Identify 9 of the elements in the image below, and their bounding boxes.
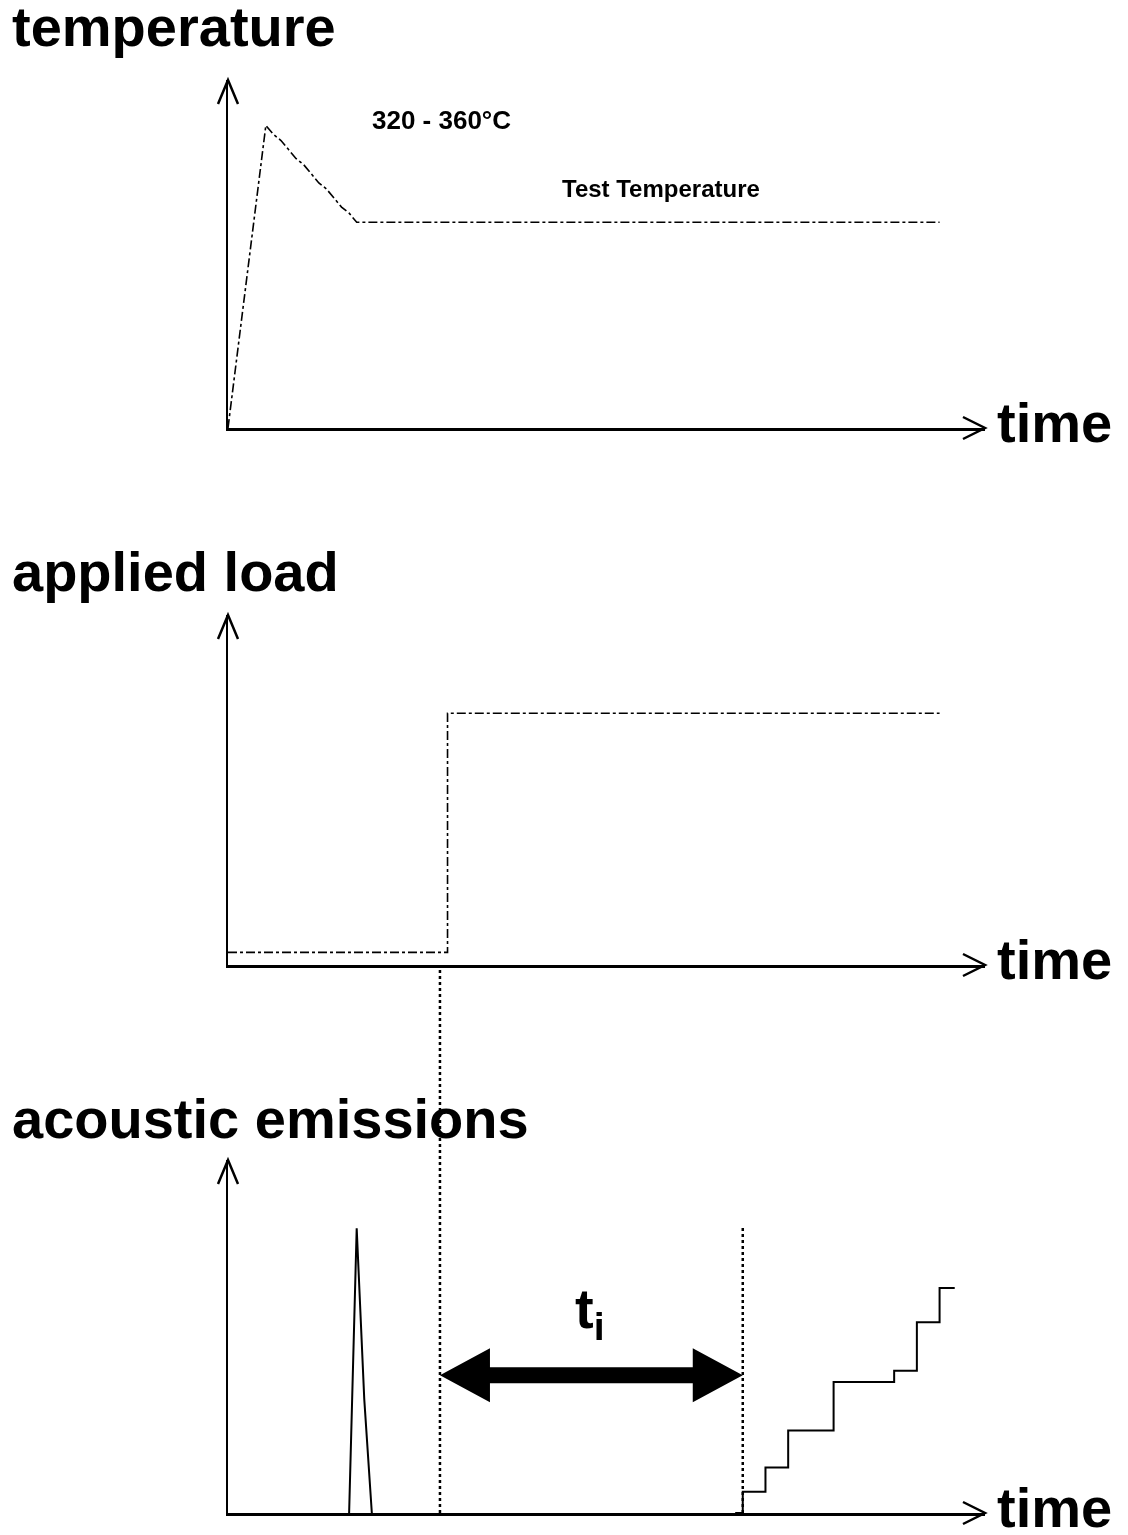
x-axis-title: time: [997, 928, 1113, 991]
x-axis-title: time: [997, 1476, 1113, 1535]
y-axis-title: applied load: [12, 540, 339, 603]
x-axis-title: time: [997, 391, 1113, 454]
annotation: 320 - 360°C: [372, 105, 512, 135]
annotation: t$_{i}$: [575, 1277, 605, 1348]
y-axis-title: temperature: [12, 0, 336, 58]
annotation: Test Temperature: [562, 175, 760, 202]
y-axis-title: acoustic emissions: [12, 1087, 529, 1150]
